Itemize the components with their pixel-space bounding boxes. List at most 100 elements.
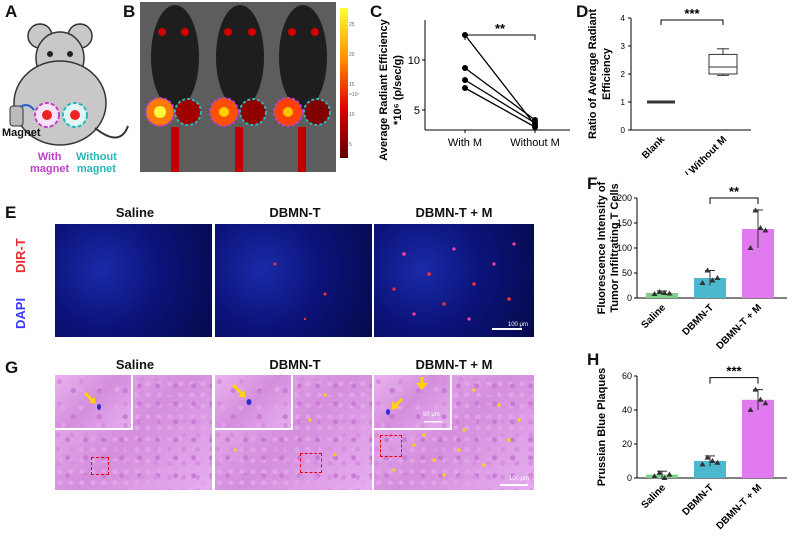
c-series-line <box>464 34 536 126</box>
g-scalebar-label: 100 μm <box>508 476 529 482</box>
panel-label-f: F <box>587 174 598 193</box>
h-x-tick-label: DBMN-T + M <box>715 482 765 532</box>
he-roi-saline <box>91 457 109 475</box>
c-series-line <box>464 79 536 124</box>
h-point <box>709 458 716 463</box>
h-point <box>699 461 706 467</box>
mouse-3 <box>273 5 331 172</box>
with-magnet-label: With magnet <box>30 151 70 175</box>
f-y-tick-label: 100 <box>617 243 632 253</box>
d-significance: *** <box>684 6 700 21</box>
c-y-tick-label: 5 <box>414 105 420 117</box>
h-point <box>704 454 711 460</box>
e-scalebar-label: 100 μm <box>507 322 528 328</box>
d-y-tick-label: 1 <box>621 98 626 107</box>
f-y-tick-label: 200 <box>617 193 632 203</box>
c-point <box>462 65 468 71</box>
panel-label-c: C <box>370 2 383 21</box>
c-x-tick-label: Without M <box>510 137 560 149</box>
magnet-label: Magnet <box>2 127 41 139</box>
f-point <box>661 290 668 295</box>
h-y-tick-label: 0 <box>627 473 632 483</box>
dapi-label: DAPI <box>13 297 28 329</box>
f-point <box>752 207 759 213</box>
h-sig-bracket <box>709 377 759 384</box>
f-point <box>757 225 764 230</box>
mouse-2 <box>209 5 267 172</box>
g-inset-scale-label: 50 μm <box>423 412 440 418</box>
without-magnet-label: Without magnet <box>76 151 117 175</box>
f-point <box>651 291 658 296</box>
h-point <box>762 400 769 406</box>
dir-t-label: DIR-T <box>13 238 28 273</box>
f-bar <box>646 293 678 298</box>
colorbar-tick: 25 <box>349 22 355 28</box>
f-y-tick-label: 50 <box>622 268 632 278</box>
f-y-label-2: Tumor Infiltrating T Cells <box>609 183 621 312</box>
f-y-tick-label: 150 <box>617 218 632 228</box>
h-point <box>747 407 754 412</box>
c-point <box>462 77 468 83</box>
g-col-dbmn-t-m: DBMN-T + M <box>415 357 493 372</box>
e-col-dbmn-t-m: DBMN-T + M <box>415 205 493 220</box>
f-point <box>762 227 769 233</box>
colorbar-ticks: 25 20 15 10 5 ×10⁷ <box>349 8 369 158</box>
h-y-label: Prussian Blue Plaques <box>596 368 608 487</box>
chart-c: 5 10 With M Without M ** Average Radiant Effi… <box>378 18 570 161</box>
f-point <box>747 245 754 250</box>
f-y-label: Fluorescence Intensity of <box>596 181 608 314</box>
c-point <box>532 124 538 130</box>
c-y-label-2: *10⁶ (p/sec/g) <box>392 55 404 125</box>
h-point <box>666 471 673 477</box>
c-significance: ** <box>495 21 506 36</box>
d-y-label: Ratio of Average Radiant <box>587 9 599 139</box>
c-sig-bracket <box>464 34 536 40</box>
f-point <box>656 289 663 294</box>
d-box <box>708 53 738 75</box>
d-y-tick-label: 4 <box>621 14 626 23</box>
f-significance: ** <box>729 184 740 199</box>
h-point <box>661 475 668 480</box>
fluor-image-saline <box>55 224 212 337</box>
colorbar-tick: 15 <box>349 82 355 88</box>
f-point <box>666 290 673 296</box>
he-roi-dbmn-t-m <box>380 435 402 457</box>
e-col-saline: Saline <box>115 205 155 220</box>
e-col-dbmn-t: DBMN-T <box>269 205 321 220</box>
h-point <box>757 396 764 402</box>
he-inset-saline <box>55 375 133 430</box>
h-y-tick-label: 60 <box>622 371 632 381</box>
h-x-tick-label: DBMN-T <box>680 482 716 518</box>
he-image-saline <box>55 375 212 490</box>
h-point <box>651 473 658 479</box>
he-roi-dbmn-t <box>300 453 322 473</box>
panel-label-a: A <box>5 2 18 21</box>
f-point <box>704 267 711 273</box>
he-image-dbmn-t <box>215 375 372 490</box>
h-bar <box>742 399 774 478</box>
panel-label-e: E <box>5 203 17 222</box>
panel-label-g: G <box>5 358 19 377</box>
g-col-dbmn-t: DBMN-T <box>269 357 321 372</box>
d-y-label-2: Efficiency <box>601 47 613 100</box>
d-y-tick-label: 2 <box>621 70 626 79</box>
e-row-labels: DIR-T DAPI <box>3 225 53 337</box>
h-y-tick-label: 40 <box>622 405 632 415</box>
h-x-tick-label: Saline <box>640 482 669 511</box>
colorbar-tick: 10 <box>349 112 355 118</box>
c-x-tick-label: With M <box>448 137 482 149</box>
f-x-tick-label: DBMN-T <box>680 302 716 338</box>
h-point <box>714 459 721 465</box>
h-point <box>752 386 759 392</box>
h-y-tick-label: 20 <box>622 439 632 449</box>
mouse-schematic <box>9 23 129 146</box>
h-significance: *** <box>726 364 742 379</box>
he-inset-dbmn-t <box>215 375 293 430</box>
f-y-tick-label: 0 <box>627 293 632 303</box>
panel-label-b: B <box>123 2 136 21</box>
f-point <box>699 280 706 285</box>
he-inset-dbmn-t-m: 50 μm <box>374 375 452 430</box>
